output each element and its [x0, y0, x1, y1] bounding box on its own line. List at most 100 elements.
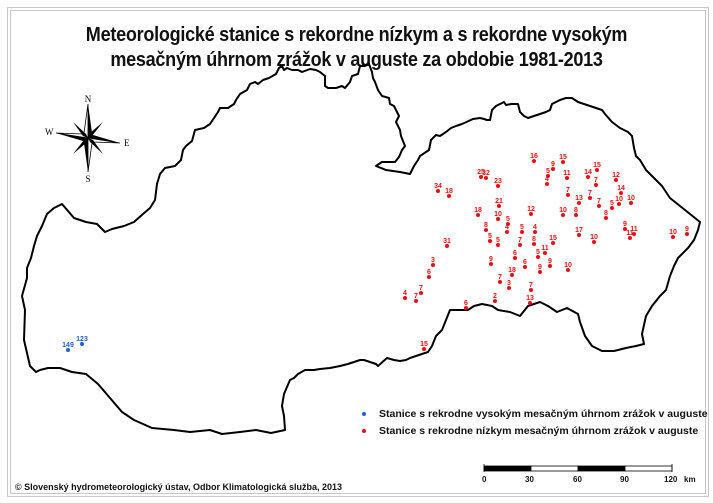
- station-marker: [588, 196, 592, 200]
- station-marker: [507, 286, 511, 290]
- station-label: 34: [434, 183, 442, 190]
- station-label: 9: [538, 264, 542, 271]
- station-label: 123: [76, 336, 88, 343]
- credit-text: © Slovenský hydrometeorologický ústav, O…: [15, 482, 343, 492]
- station-marker: [464, 306, 468, 310]
- station-marker: [548, 264, 552, 268]
- station-marker: [447, 194, 451, 198]
- station-label: 12: [612, 172, 620, 179]
- station-marker: [422, 347, 426, 351]
- station-marker: [619, 191, 623, 195]
- station-label: 10: [494, 211, 502, 218]
- station-marker: [617, 202, 621, 206]
- legend-item-low: Stanice s rekrodne nízkym mesačným úhrno…: [355, 422, 708, 439]
- station-marker: [577, 201, 581, 205]
- station-label: 5: [488, 233, 492, 240]
- station-label: 11: [630, 226, 638, 233]
- station-label: 6: [513, 250, 517, 257]
- station-marker: [476, 213, 480, 217]
- station-label: 4: [545, 176, 549, 183]
- scale-tick-120: 120: [664, 475, 678, 484]
- compass-n: N: [85, 94, 92, 104]
- station-marker: [604, 216, 608, 220]
- blue-dot-icon: [362, 411, 366, 416]
- station-label: 5: [610, 200, 614, 207]
- station-marker: [566, 193, 570, 197]
- station-label: 8: [484, 222, 488, 229]
- legend-label-high: Stanice s rekrodne vysokým mesačným úhrn…: [379, 407, 708, 420]
- station-marker: [489, 262, 493, 266]
- station-marker: [498, 280, 502, 284]
- station-marker: [484, 228, 488, 232]
- station-marker: [496, 217, 500, 221]
- station-marker: [479, 175, 483, 179]
- scale-tick-60: 60: [573, 475, 582, 484]
- station-label: 7: [518, 237, 522, 244]
- station-marker: [496, 243, 500, 247]
- station-marker: [414, 299, 418, 303]
- station-marker: [505, 230, 509, 234]
- station-marker: [431, 263, 435, 267]
- station-label: 10: [590, 234, 598, 241]
- station-marker: [594, 183, 598, 187]
- map-title: Meteorologické stanice s rekordne nízkym…: [43, 22, 670, 72]
- station-marker: [523, 265, 527, 269]
- station-marker: [629, 201, 633, 205]
- station-label: 18: [445, 188, 453, 195]
- compass-s: S: [85, 174, 90, 184]
- station-label: 4: [533, 224, 537, 231]
- station-marker: [546, 174, 550, 178]
- station-label: 10: [669, 229, 677, 236]
- station-label: 3: [431, 257, 435, 264]
- station-label: 10: [615, 196, 623, 203]
- station-label: 7: [566, 187, 570, 194]
- station-marker: [419, 291, 423, 295]
- station-label: 12: [527, 206, 535, 213]
- station-label: 15: [593, 162, 601, 169]
- station-label: 7: [588, 190, 592, 197]
- station-label: 8: [532, 236, 536, 243]
- red-dot-icon: [362, 428, 366, 433]
- station-marker: [595, 168, 599, 172]
- station-label: 6: [464, 300, 468, 307]
- station-label: 31: [443, 238, 451, 245]
- station-label: 15: [420, 341, 428, 348]
- station-label: 14: [584, 169, 592, 176]
- compass-e: E: [124, 138, 130, 148]
- station-label: 3: [507, 280, 511, 287]
- station-label: 5: [546, 168, 550, 175]
- scale-bar: [483, 464, 673, 472]
- station-label: 18: [474, 207, 482, 214]
- station-marker: [518, 243, 522, 247]
- station-marker: [551, 167, 555, 171]
- scale-tick-90: 90: [620, 475, 629, 484]
- station-label: 9: [685, 226, 689, 233]
- scale-unit: km: [684, 475, 696, 484]
- station-label: 7: [414, 293, 418, 300]
- station-marker: [496, 184, 500, 188]
- station-label: 15: [549, 235, 557, 242]
- station-label: 9: [548, 258, 552, 265]
- inner-frame: [10, 10, 706, 494]
- station-label: 10: [559, 207, 567, 214]
- legend: Stanice s rekrodne vysokým mesačným úhrn…: [355, 405, 708, 439]
- station-label: 4: [505, 224, 509, 231]
- station-label: 10: [564, 262, 572, 269]
- station-label: 2: [493, 293, 497, 300]
- station-label: 7: [597, 198, 601, 205]
- outer-frame: [7, 7, 709, 497]
- station-label: 11: [541, 245, 549, 252]
- station-label: 21: [495, 198, 503, 205]
- station-marker: [545, 182, 549, 186]
- station-marker: [510, 273, 514, 277]
- station-label: 4: [403, 290, 407, 297]
- station-marker: [533, 230, 537, 234]
- country-border: [21, 63, 701, 435]
- station-marker: [66, 348, 70, 352]
- legend-label-low: Stanice s rekrodne nízkym mesačným úhrno…: [379, 424, 699, 437]
- station-marker: [551, 241, 555, 245]
- station-label: 16: [530, 153, 538, 160]
- station-label: 149: [62, 342, 74, 349]
- station-label: 8: [604, 210, 608, 217]
